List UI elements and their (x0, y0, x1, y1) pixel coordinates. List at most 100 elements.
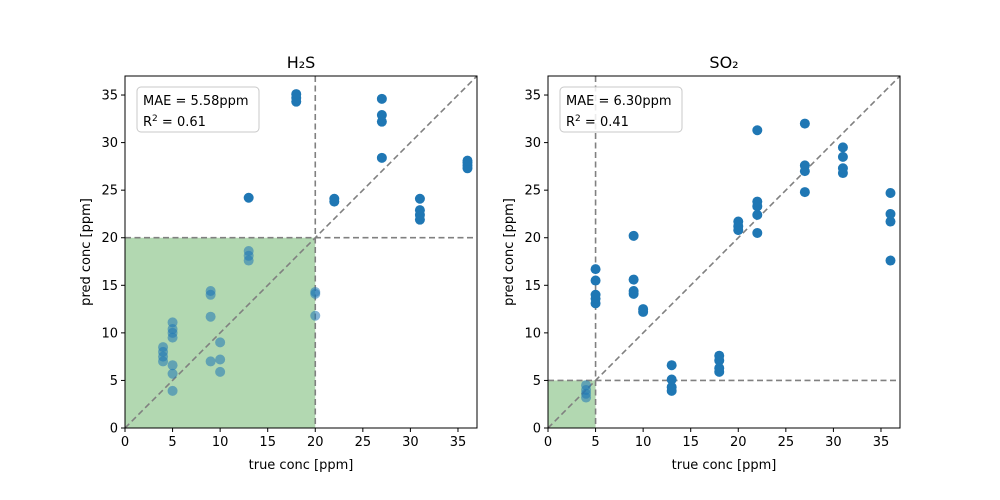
so2-x-tick-label: 0 (544, 435, 552, 450)
so2-axes-frame (547, 75, 901, 429)
h2s-y-tick-label: 20 (101, 231, 118, 246)
so2-point (799, 118, 810, 129)
h2s-r2-text: R2 = 0.61 (143, 114, 206, 130)
so2-x-tick-label: 20 (730, 435, 747, 450)
h2s-y-axis-label: pred conc [ppm] (79, 198, 94, 306)
so2-point (666, 360, 677, 371)
so2-y-tick-label: 20 (524, 231, 541, 246)
h2s-point (243, 192, 254, 203)
so2-mae-text: MAE = 6.30ppm (566, 94, 672, 109)
so2-point (628, 274, 639, 285)
h2s-point (167, 360, 178, 371)
h2s-mae-text: MAE = 5.58ppm (143, 94, 249, 109)
h2s-x-axis-label: true conc [ppm] (249, 458, 354, 473)
h2s-y-tick-label: 25 (101, 184, 118, 199)
h2s-x-tick-label: 5 (168, 435, 176, 450)
so2-point (799, 187, 810, 198)
so2-identity-line (547, 75, 901, 429)
h2s-r2-superscript: 2 (152, 114, 158, 124)
panel-h2s: 0 5 10 15 20 25 30 35 0 5 10 15 20 25 30 35 H₂S true co… (79, 53, 478, 473)
h2s-axes-frame (124, 75, 478, 429)
h2s-point (158, 342, 169, 353)
h2s-scatter-points (158, 89, 473, 396)
h2s-point (376, 93, 387, 104)
so2-point (581, 380, 592, 391)
so2-x-tick-label: 15 (682, 435, 699, 450)
h2s-y-tick-label: 35 (101, 89, 118, 104)
so2-annotation-box: MAE = 6.30ppm R2 = 0.41 (559, 86, 683, 133)
so2-y-axis-label: pred conc [ppm] (502, 198, 517, 306)
h2s-x-tick-label: 30 (402, 435, 419, 450)
so2-annotation-frame (559, 86, 683, 133)
so2-point (590, 275, 601, 286)
so2-y-tick-label: 15 (524, 279, 541, 294)
h2s-reference-lines (124, 75, 478, 429)
h2s-x-tick-label: 15 (259, 435, 276, 450)
h2s-y-tick-label: 30 (101, 136, 118, 151)
h2s-point (205, 311, 216, 322)
h2s-r2-prefix: R (143, 115, 152, 130)
so2-y-tick-label: 0 (533, 422, 541, 437)
h2s-r2-value: = 0.61 (158, 115, 206, 130)
so2-point (799, 160, 810, 171)
h2s-point (167, 317, 178, 328)
so2-point (714, 350, 725, 361)
so2-point (666, 382, 677, 393)
so2-point (590, 264, 601, 275)
h2s-x-tick-label: 10 (212, 435, 229, 450)
so2-point (885, 216, 896, 227)
so2-title: SO₂ (709, 53, 738, 72)
so2-r2-superscript: 2 (575, 114, 581, 124)
h2s-point (215, 366, 226, 377)
so2-y-tick-label: 30 (524, 136, 541, 151)
h2s-point (329, 193, 340, 204)
so2-point (752, 125, 763, 136)
h2s-point (414, 205, 425, 216)
so2-point (714, 363, 725, 374)
so2-point (752, 209, 763, 220)
so2-point (752, 227, 763, 238)
so2-y-tick-label: 10 (524, 326, 541, 341)
h2s-y-tick-label: 15 (101, 279, 118, 294)
so2-y-tick-label: 35 (524, 89, 541, 104)
h2s-annotation-box: MAE = 5.58ppm R2 = 0.61 (136, 86, 260, 133)
so2-x-tick-label: 10 (635, 435, 652, 450)
h2s-point (310, 286, 321, 297)
so2-scatter-points (581, 118, 896, 403)
so2-point (733, 216, 744, 227)
h2s-annotation-frame (136, 86, 260, 133)
h2s-point (414, 193, 425, 204)
so2-point (628, 230, 639, 241)
h2s-point (376, 110, 387, 121)
h2s-point (215, 354, 226, 365)
h2s-y-tick-label: 10 (101, 326, 118, 341)
so2-ticks: 0 5 10 15 20 25 30 35 0 5 10 15 20 25 30 35 (524, 89, 889, 450)
h2s-point (167, 368, 178, 379)
h2s-point (205, 286, 216, 297)
h2s-ticks: 0 5 10 15 20 25 30 35 0 5 10 15 20 25 30 35 (101, 89, 466, 450)
h2s-title: H₂S (287, 53, 316, 72)
so2-reference-lines (547, 75, 901, 429)
h2s-x-tick-label: 0 (121, 435, 129, 450)
h2s-x-tick-label: 20 (307, 435, 324, 450)
so2-point (638, 304, 649, 315)
h2s-y-tick-label: 0 (110, 422, 118, 437)
h2s-point (167, 385, 178, 396)
h2s-point (310, 310, 321, 321)
so2-x-axis-label: true conc [ppm] (672, 458, 777, 473)
so2-x-tick-label: 30 (825, 435, 842, 450)
h2s-point (376, 152, 387, 163)
so2-point (752, 196, 763, 207)
h2s-point (205, 356, 216, 367)
panel-so2: 0 5 10 15 20 25 30 35 0 5 10 15 20 25 30 35 SO₂ true co… (502, 53, 901, 473)
h2s-y-tick-label: 5 (110, 374, 118, 389)
so2-r2-prefix: R (566, 115, 575, 130)
so2-y-tick-label: 5 (533, 374, 541, 389)
so2-point (837, 151, 848, 162)
h2s-x-tick-label: 35 (450, 435, 467, 450)
so2-point (885, 188, 896, 199)
so2-x-tick-label: 5 (591, 435, 599, 450)
h2s-point (462, 155, 473, 166)
so2-point (885, 208, 896, 219)
